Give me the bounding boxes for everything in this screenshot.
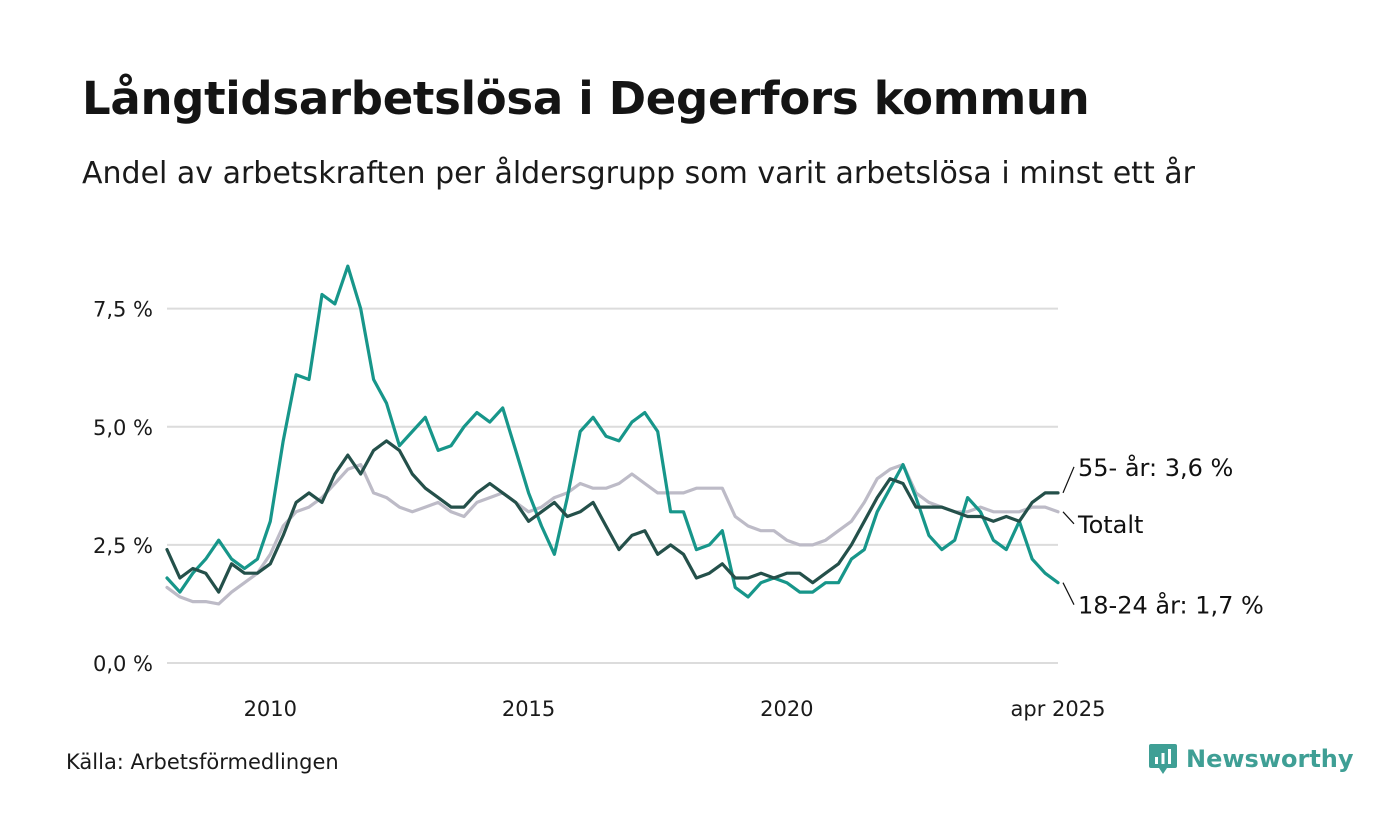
source-note: Källa: Arbetsförmedlingen: [66, 750, 339, 774]
series-line-1: [165, 264, 1060, 599]
y-tick-label: 2,5 %: [93, 534, 153, 558]
chart-subtitle: Andel av arbetskraften per åldersgrupp s…: [82, 156, 1195, 191]
y-tick-label: 5,0 %: [93, 416, 153, 440]
series-line-2: [165, 439, 1060, 594]
gridlines: [167, 307, 1058, 664]
label-leader: [1062, 582, 1075, 605]
series-end-label: 55- år: 3,6 %: [1078, 453, 1233, 482]
newsworthy-logo-icon: [1149, 744, 1177, 774]
brand-name: Newsworthy: [1186, 745, 1354, 773]
x-tick-label: 2010: [244, 697, 297, 721]
series-end-label: Totalt: [1077, 511, 1143, 539]
x-tick-label: 2020: [760, 697, 813, 721]
series-line-0: [165, 463, 1060, 606]
y-tick-label: 7,5 %: [93, 298, 153, 322]
series-end-labels: Totalt 18-24 år: 1,7 % 55- år: 3,6 %: [1062, 453, 1264, 620]
x-tick-label: 2015: [502, 697, 555, 721]
brand-logo: Newsworthy: [1148, 742, 1354, 776]
y-tick-label: 0,0 %: [93, 652, 153, 676]
x-axis-ticks: 2010 2015 2020 apr 2025: [244, 697, 1106, 721]
chart-title: Långtidsarbetslösa i Degerfors kommun: [82, 72, 1090, 125]
series-end-label: 18-24 år: 1,7 %: [1078, 591, 1264, 620]
series-lines: [165, 264, 1060, 606]
label-leader: [1062, 511, 1075, 525]
y-axis-ticks: 0,0 % 2,5 % 5,0 % 7,5 %: [93, 298, 153, 676]
label-leader: [1062, 466, 1075, 494]
x-tick-label: apr 2025: [1011, 697, 1106, 721]
